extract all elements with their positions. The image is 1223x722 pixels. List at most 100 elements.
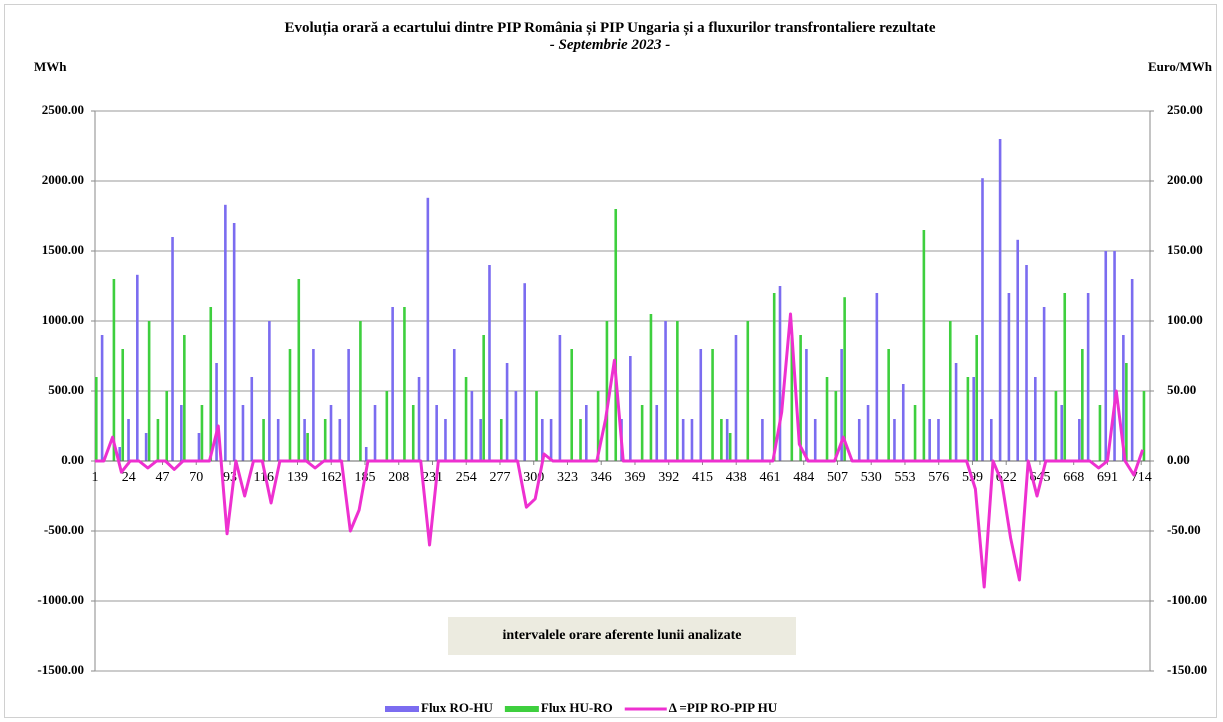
- bar: [136, 274, 139, 461]
- bar: [843, 297, 846, 461]
- bar: [558, 335, 562, 461]
- x-tick-label: 346: [591, 470, 612, 485]
- bar: [725, 419, 729, 461]
- bar: [790, 335, 794, 461]
- bar: [241, 405, 245, 461]
- bar: [183, 335, 186, 461]
- x-tick-label: 323: [557, 470, 578, 485]
- bar: [435, 405, 438, 461]
- bar: [1025, 265, 1028, 461]
- bar: [1130, 279, 1134, 461]
- bar: [268, 321, 271, 461]
- bar: [887, 349, 890, 461]
- bar: [276, 419, 280, 461]
- bar: [1122, 335, 1125, 461]
- bar: [857, 419, 861, 461]
- annotation: intervalele orare aferente lunii analiza…: [448, 617, 796, 655]
- bar: [772, 293, 776, 461]
- x-tick-label: 70: [189, 470, 203, 485]
- bar: [1078, 419, 1081, 461]
- bar: [479, 419, 482, 461]
- bar: [452, 349, 456, 461]
- x-tick-label: 162: [321, 470, 342, 485]
- bar: [799, 335, 802, 461]
- bar: [306, 433, 309, 461]
- bar: [913, 405, 917, 461]
- bar: [734, 335, 738, 461]
- x-tick-label: 47: [155, 470, 169, 485]
- x-tick-label: 369: [624, 470, 645, 485]
- bar: [954, 363, 958, 461]
- x-tick-label: 484: [793, 470, 814, 485]
- bar: [998, 139, 1002, 461]
- x-tick-label: 24: [122, 470, 136, 485]
- y-tick-label: -1500.00: [37, 662, 84, 677]
- bar: [649, 314, 653, 461]
- bar: [805, 349, 808, 461]
- bar: [928, 419, 931, 461]
- bar: [121, 349, 125, 461]
- bar: [746, 321, 750, 461]
- y2-tick-label: 100.00: [1167, 312, 1203, 327]
- bar: [514, 391, 518, 461]
- x-tick-label: 668: [1063, 470, 1084, 485]
- bar: [100, 335, 104, 461]
- x-tick-label: 553: [894, 470, 915, 485]
- bar: [655, 405, 659, 461]
- x-tick-label: 415: [692, 470, 713, 485]
- bar: [778, 286, 782, 461]
- bar: [840, 349, 843, 461]
- bar: [893, 419, 896, 461]
- bar: [972, 377, 975, 461]
- bar: [1113, 251, 1116, 461]
- bar: [614, 209, 618, 461]
- bar: [127, 419, 130, 461]
- bar: [165, 391, 169, 461]
- bar: [761, 419, 764, 461]
- bar: [144, 433, 148, 461]
- y-tick-label: 2500.00: [42, 102, 84, 117]
- bar: [1016, 239, 1020, 461]
- bar: [834, 391, 838, 461]
- bar: [540, 419, 544, 461]
- bar: [200, 405, 204, 461]
- legend: Flux RO-HU Flux HU-RO Δ =PIP RO-PIP HU: [385, 700, 778, 715]
- bar: [464, 377, 468, 461]
- x-tick-label: 277: [489, 470, 510, 485]
- bar: [403, 307, 406, 461]
- bar: [523, 283, 526, 461]
- bar: [699, 349, 703, 461]
- y2-tick-label: 50.00: [1167, 382, 1196, 397]
- x-tick-label: 530: [861, 470, 882, 485]
- bar: [825, 377, 829, 461]
- bar: [948, 321, 952, 461]
- bar: [901, 384, 905, 461]
- bar: [112, 279, 116, 461]
- y-tick-label: 0.00: [61, 452, 84, 467]
- bar: [232, 223, 236, 461]
- bar: [215, 363, 218, 461]
- y2-tick-label: 150.00: [1167, 242, 1203, 257]
- x-tick-label: 392: [658, 470, 679, 485]
- bar: [676, 321, 679, 461]
- bar: [329, 405, 333, 461]
- x-tick-label: 714: [1131, 470, 1152, 485]
- bar: [482, 335, 485, 461]
- bar: [347, 349, 350, 461]
- chart-frame: [4, 4, 1217, 718]
- bar: [989, 419, 993, 461]
- y-axis-title: MWh: [34, 59, 67, 74]
- y2-tick-label: -50.00: [1167, 522, 1201, 537]
- y2-tick-label: -100.00: [1167, 592, 1207, 607]
- bar: [535, 391, 538, 461]
- bar: [605, 321, 609, 461]
- bar: [681, 419, 685, 461]
- bar: [197, 433, 201, 461]
- bar: [118, 447, 122, 461]
- bar: [171, 237, 174, 461]
- legend-swatch: [385, 706, 419, 712]
- bar: [1098, 405, 1102, 461]
- bar: [373, 405, 377, 461]
- y-tick-label: 1500.00: [42, 242, 84, 257]
- bar: [417, 377, 421, 461]
